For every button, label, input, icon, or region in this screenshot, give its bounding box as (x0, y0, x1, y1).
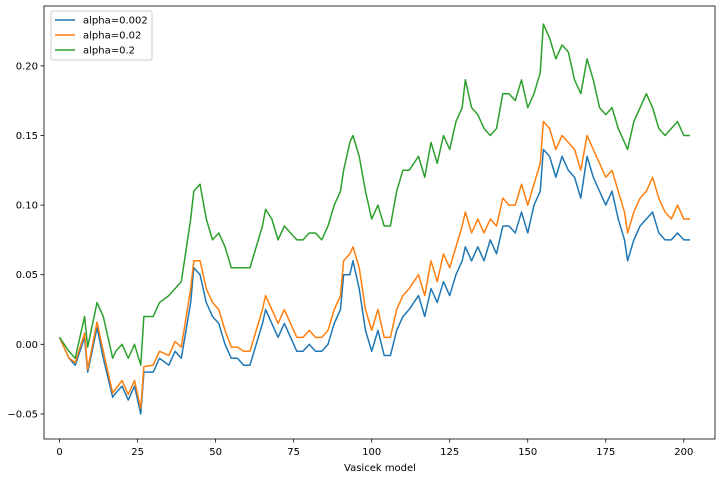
x-axis-title: Vasicek model (344, 463, 416, 474)
x-tick-label-0: 0 (56, 447, 62, 458)
y-tick-label-1: 0.00 (16, 340, 38, 351)
legend-label-0: alpha=0.002 (83, 16, 148, 27)
series-line-1 (58, 120, 691, 410)
x-tick-label-6: 150 (518, 447, 537, 458)
x-tick-label-5: 125 (440, 447, 459, 458)
legend-entries: alpha=0.002 alpha=0.02 alpha=0.2 (55, 16, 148, 57)
x-tick-label-2: 50 (209, 447, 222, 458)
x-tick-label-7: 175 (596, 447, 615, 458)
x-tick-label-3: 75 (287, 447, 300, 458)
y-tick-label-3: 0.10 (16, 201, 38, 212)
x-axis-ticks: 0 25 50 75 100 125 150 175 200 (56, 439, 693, 458)
y-axis-ticks: −0.05 0.00 0.05 0.10 0.15 0.20 (7, 61, 44, 420)
series-line-0 (58, 148, 691, 415)
plot-frame (43, 5, 716, 440)
legend: alpha=0.002 alpha=0.02 alpha=0.2 (50, 10, 153, 61)
y-tick-label-5: 0.20 (16, 61, 38, 72)
legend-label-1: alpha=0.02 (83, 31, 141, 42)
x-tick-label-1: 25 (131, 447, 144, 458)
series-line-2 (58, 23, 691, 366)
series-layer (58, 23, 691, 415)
x-tick-label-4: 100 (362, 447, 381, 458)
plot-background (44, 6, 715, 439)
y-tick-label-2: 0.05 (16, 270, 38, 281)
y-tick-label-0: −0.05 (7, 409, 38, 420)
legend-label-2: alpha=0.2 (83, 46, 135, 57)
legend-box (50, 10, 153, 61)
x-tick-label-8: 200 (674, 447, 693, 458)
y-tick-label-4: 0.15 (16, 131, 38, 142)
